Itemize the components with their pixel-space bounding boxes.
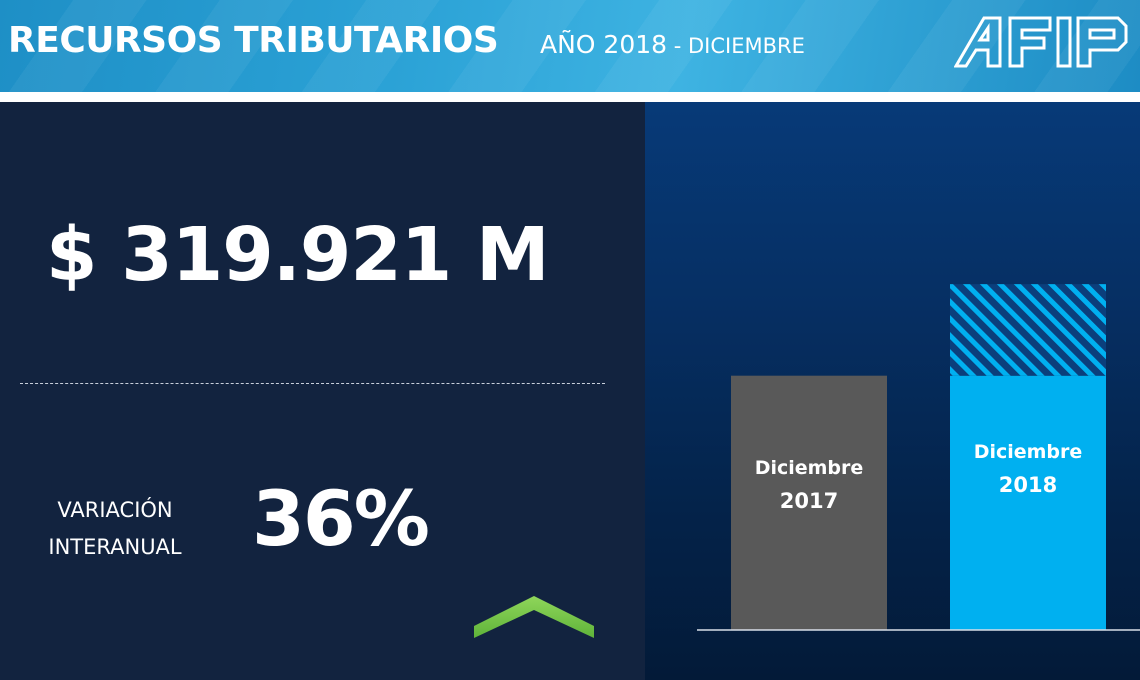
bar-diciembre-2018 (950, 375, 1106, 630)
bar-label-diciembre-2017-line1: Diciembre (755, 457, 864, 479)
bar-label-diciembre-2017-line2: 2017 (780, 489, 838, 513)
variation-label: VARIACIÓN INTERANUAL (20, 492, 210, 566)
dashed-divider (20, 383, 605, 384)
up-chevron-icon (474, 596, 594, 638)
period-subtitle: AÑO 2018 - DICIEMBRE (540, 30, 805, 59)
year-label: AÑO 2018 (540, 30, 668, 59)
month-label: - DICIEMBRE (667, 34, 805, 58)
bar-diciembre-2017 (731, 375, 887, 630)
bar-label-diciembre-2018-line1: Diciembre (974, 441, 1083, 463)
variation-value: 36% (252, 474, 430, 563)
bar-label-diciembre-2018-line2: 2018 (999, 473, 1057, 497)
variation-label-line2: INTERANUAL (48, 535, 182, 559)
comparison-bar-chart: Diciembre 2017 Diciembre 2018 (697, 284, 1140, 631)
header-banner: RECURSOS TRIBUTARIOS AÑO 2018 - DICIEMBR… (0, 0, 1140, 92)
total-amount: $ 319.921 M (46, 212, 550, 298)
variation-label-line1: VARIACIÓN (57, 498, 173, 522)
summary-panel: $ 319.921 M VARIACIÓN INTERANUAL 36% (0, 102, 645, 680)
page-title: RECURSOS TRIBUTARIOS (8, 20, 499, 61)
chart-panel: Diciembre 2017 Diciembre 2018 (645, 102, 1140, 680)
header-separator (0, 92, 1140, 102)
afip-logo (954, 16, 1128, 68)
bar-increment-diciembre-2018 (950, 284, 1106, 376)
